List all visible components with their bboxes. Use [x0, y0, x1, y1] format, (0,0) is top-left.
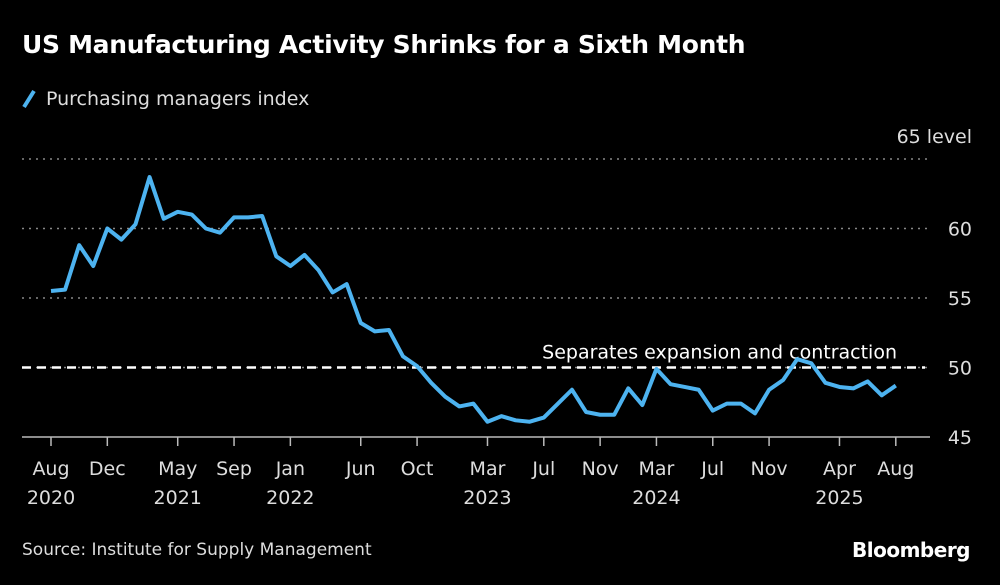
x-tick-label: Nov — [582, 458, 619, 480]
x-tick-label: Mar — [470, 458, 506, 480]
x-tick-label: Apr — [823, 458, 856, 480]
x-tick-year: 2023 — [463, 487, 511, 509]
x-tick-label: Sep — [216, 458, 252, 480]
pmi-series-line — [50, 175, 897, 424]
x-tick-label: May — [158, 458, 197, 480]
x-tick-label: Jul — [531, 458, 555, 480]
bloomberg-logo: Bloomberg — [852, 538, 970, 562]
x-tick-label: Nov — [751, 458, 788, 480]
y-tick-label: 65 level — [897, 126, 972, 148]
x-tick-label: Jun — [345, 458, 376, 480]
chart-title: US Manufacturing Activity Shrinks for a … — [22, 30, 746, 59]
legend-line-icon — [22, 89, 36, 109]
x-tick-label: Aug — [32, 458, 69, 480]
legend-label: Purchasing managers index — [46, 88, 310, 110]
y-tick-label: 45 — [948, 427, 972, 449]
reference-line-label: Separates expansion and contraction — [542, 342, 897, 364]
x-tick-year: 2021 — [154, 487, 202, 509]
x-tick-label: Jan — [275, 458, 305, 480]
y-tick-label: 50 — [948, 358, 972, 380]
x-tick-year: 2025 — [815, 487, 863, 509]
x-tick-label: Oct — [401, 458, 434, 480]
x-tick-label: Aug — [877, 458, 914, 480]
x-tick-label: Jul — [700, 458, 724, 480]
y-tick-label: 60 — [948, 219, 972, 241]
legend: Purchasing managers index — [22, 88, 309, 110]
x-tick-label: Dec — [89, 458, 126, 480]
x-tick-year: 2024 — [632, 487, 680, 509]
x-tick-year: 2022 — [266, 487, 314, 509]
x-tick-year: 2020 — [27, 487, 75, 509]
y-tick-label: 55 — [948, 288, 972, 310]
x-tick-label: Mar — [639, 458, 675, 480]
source-note: Source: Institute for Supply Management — [22, 540, 372, 560]
